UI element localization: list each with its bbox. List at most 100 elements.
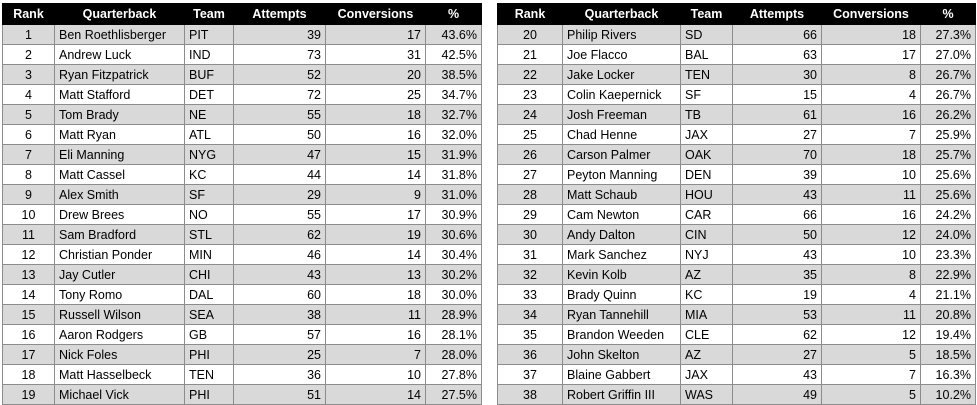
quarterback-cell: Matt Schaub <box>562 184 681 205</box>
conversions-cell: 10 <box>821 244 921 265</box>
table-row: 16 Aaron Rodgers GB 57 16 28.1% <box>2 324 482 345</box>
rank-cell: 32 <box>497 264 563 285</box>
team-cell: KC <box>680 284 733 305</box>
attempts-cell: 47 <box>233 144 326 165</box>
percent-cell: 32.7% <box>425 104 482 125</box>
table-row: 6 Matt Ryan ATL 50 16 32.0% <box>2 124 482 145</box>
percent-cell: 30.6% <box>425 224 482 245</box>
rank-cell: 19 <box>2 384 55 405</box>
team-cell: PHI <box>184 344 234 365</box>
attempts-cell: 49 <box>732 384 822 405</box>
team-cell: TEN <box>680 64 733 85</box>
attempts-cell: 50 <box>233 124 326 145</box>
attempts-cell: 66 <box>732 204 822 225</box>
team-cell: JAX <box>680 124 733 145</box>
attempts-cell: 15 <box>732 84 822 105</box>
rank-cell: 28 <box>497 184 563 205</box>
team-cell: SEA <box>184 304 234 325</box>
percent-cell: 43.6% <box>425 24 482 45</box>
percent-cell: 26.7% <box>920 64 976 85</box>
team-cell: MIA <box>680 304 733 325</box>
attempts-cell: 62 <box>233 224 326 245</box>
table-row: 12 Christian Ponder MIN 46 14 30.4% <box>2 244 482 265</box>
table-row: 27 Peyton Manning DEN 39 10 25.6% <box>497 164 976 185</box>
quarterback-cell: Philip Rivers <box>562 24 681 45</box>
attempts-cell: 19 <box>732 284 822 305</box>
conversions-cell: 11 <box>821 184 921 205</box>
percent-cell: 32.0% <box>425 124 482 145</box>
team-cell: BUF <box>184 64 234 85</box>
team-cell: CIN <box>680 224 733 245</box>
conversions-cell: 7 <box>325 344 426 365</box>
table-row: 23 Colin Kaepernick SF 15 4 26.7% <box>497 84 976 105</box>
table-row: 34 Ryan Tannehill MIA 53 11 20.8% <box>497 304 976 325</box>
table-row: 32 Kevin Kolb AZ 35 8 22.9% <box>497 264 976 285</box>
rank-cell: 25 <box>497 124 563 145</box>
percent-cell: 25.6% <box>920 164 976 185</box>
attempts-cell: 55 <box>233 104 326 125</box>
quarterback-cell: Jay Cutler <box>54 264 185 285</box>
header-conversions: Conversions <box>821 3 921 25</box>
conversions-cell: 5 <box>821 344 921 365</box>
rank-cell: 21 <box>497 44 563 65</box>
percent-cell: 10.2% <box>920 384 976 405</box>
team-cell: ATL <box>184 124 234 145</box>
table-row: 15 Russell Wilson SEA 38 11 28.9% <box>2 304 482 325</box>
rank-cell: 36 <box>497 344 563 365</box>
team-cell: WAS <box>680 384 733 405</box>
percent-cell: 25.7% <box>920 144 976 165</box>
quarterback-cell: Ryan Tannehill <box>562 304 681 325</box>
rank-cell: 7 <box>2 144 55 165</box>
attempts-cell: 53 <box>732 304 822 325</box>
header-quarterback: Quarterback <box>54 3 185 25</box>
percent-cell: 31.0% <box>425 184 482 205</box>
quarterback-cell: Colin Kaepernick <box>562 84 681 105</box>
rank-cell: 11 <box>2 224 55 245</box>
rank-cell: 8 <box>2 164 55 185</box>
rank-cell: 14 <box>2 284 55 305</box>
quarterback-cell: Brandon Weeden <box>562 324 681 345</box>
quarterback-cell: Christian Ponder <box>54 244 185 265</box>
team-cell: KC <box>184 164 234 185</box>
rank-cell: 29 <box>497 204 563 225</box>
attempts-cell: 62 <box>732 324 822 345</box>
table-row: 31 Mark Sanchez NYJ 43 10 23.3% <box>497 244 976 265</box>
team-cell: SD <box>680 24 733 45</box>
rank-cell: 12 <box>2 244 55 265</box>
conversions-cell: 16 <box>325 324 426 345</box>
table-row: 29 Cam Newton CAR 66 16 24.2% <box>497 204 976 225</box>
conversions-cell: 17 <box>325 24 426 45</box>
quarterback-cell: Josh Freeman <box>562 104 681 125</box>
rank-cell: 15 <box>2 304 55 325</box>
quarterback-cell: Jake Locker <box>562 64 681 85</box>
conversions-cell: 25 <box>325 84 426 105</box>
quarterback-cell: Chad Henne <box>562 124 681 145</box>
table-row: 9 Alex Smith SF 29 9 31.0% <box>2 184 482 205</box>
attempts-cell: 52 <box>233 64 326 85</box>
conversions-cell: 14 <box>325 164 426 185</box>
rank-cell: 24 <box>497 104 563 125</box>
header-conversions: Conversions <box>325 3 426 25</box>
attempts-cell: 46 <box>233 244 326 265</box>
conversions-cell: 7 <box>821 364 921 385</box>
quarterback-cell: John Skelton <box>562 344 681 365</box>
rank-cell: 1 <box>2 24 55 45</box>
conversions-cell: 17 <box>821 44 921 65</box>
quarterback-cell: Nick Foles <box>54 344 185 365</box>
header-attempts: Attempts <box>732 3 822 25</box>
conversions-cell: 4 <box>821 284 921 305</box>
quarterback-cell: Tom Brady <box>54 104 185 125</box>
team-cell: OAK <box>680 144 733 165</box>
quarterback-cell: Robert Griffin III <box>562 384 681 405</box>
rank-cell: 22 <box>497 64 563 85</box>
conversions-cell: 16 <box>821 104 921 125</box>
attempts-cell: 43 <box>732 364 822 385</box>
attempts-cell: 39 <box>732 164 822 185</box>
quarterback-cell: Andy Dalton <box>562 224 681 245</box>
attempts-cell: 30 <box>732 64 822 85</box>
table-row: 19 Michael Vick PHI 51 14 27.5% <box>2 384 482 405</box>
quarterback-cell: Drew Brees <box>54 204 185 225</box>
percent-cell: 25.9% <box>920 124 976 145</box>
table-row: 24 Josh Freeman TB 61 16 26.2% <box>497 104 976 125</box>
percent-cell: 24.2% <box>920 204 976 225</box>
